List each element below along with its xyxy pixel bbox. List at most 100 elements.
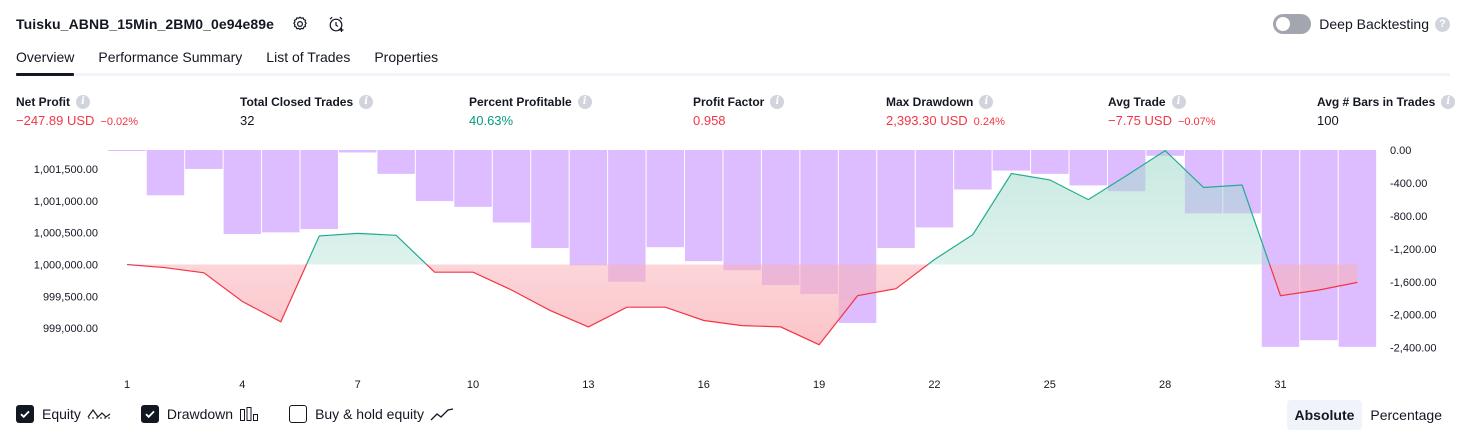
drawdown-bars-icon: [239, 406, 259, 422]
legend-label: Buy & hold equity: [315, 406, 425, 422]
drawdown-bar: [915, 150, 954, 228]
metric-label: Max Drawdown: [886, 94, 974, 109]
deep-backtesting-toggle[interactable]: [1273, 14, 1312, 34]
drawdown-bar: [223, 150, 262, 234]
info-icon[interactable]: i: [1441, 94, 1456, 109]
x-axis-tick-label: 25: [1044, 379, 1056, 391]
left-axis-tick-label: 1,000,000.00: [34, 260, 98, 272]
drawdown-bar: [685, 150, 723, 262]
drawdown-bar: [569, 150, 608, 266]
x-axis-tick-label: 7: [355, 379, 361, 391]
left-axis-tick-label: 1,001,500.00: [34, 164, 98, 176]
drawdown-bar: [146, 150, 185, 196]
metric-label: Profit Factor: [693, 94, 765, 109]
x-axis-tick-label: 4: [239, 379, 245, 391]
metric-label: Avg Trade: [1108, 94, 1166, 109]
metric-net-profit: Net Profit i −247.89 USD −0.02%: [16, 94, 138, 128]
drawdown-bar: [1069, 150, 1107, 186]
buy-hold-line-icon: [430, 406, 454, 422]
left-axis-tick-label: 1,000,500.00: [34, 228, 98, 240]
equity-area-negative: [127, 264, 1358, 345]
metric-percent: 0.24%: [973, 116, 1005, 128]
right-axis-tick-label: -400.00: [1390, 178, 1427, 190]
drawdown-bar: [185, 150, 223, 169]
metric-label: Avg # Bars in Trades: [1317, 94, 1436, 109]
right-axis-tick-label: -800.00: [1390, 211, 1427, 223]
legend-buy-hold[interactable]: Buy & hold equity: [289, 405, 454, 423]
settings-gear-icon[interactable]: [290, 14, 310, 34]
metric-label: Percent Profitable: [469, 94, 572, 109]
chart-legend: Equity Drawdown Buy & hold equity: [16, 402, 484, 426]
metric-label: Total Closed Trades: [240, 94, 354, 109]
tab-properties[interactable]: Properties: [374, 49, 439, 65]
legend-label: Equity: [42, 406, 81, 422]
drawdown-bar: [454, 150, 492, 207]
right-axis-tick-label: -2,000.00: [1390, 310, 1436, 322]
toggle-knob: [1276, 17, 1291, 31]
drawdown-bar: [415, 150, 454, 202]
help-question-icon[interactable]: ?: [1435, 16, 1450, 32]
left-axis-tick-label: 999,500.00: [43, 291, 98, 303]
drawdown-bar: [1261, 150, 1300, 347]
x-axis-tick-label: 22: [928, 379, 940, 391]
drawdown-bar: [1031, 150, 1069, 174]
metric-avg-trade: Avg Trade i −7.75 USD −0.07%: [1108, 94, 1216, 128]
drawdown-bar: [761, 150, 800, 286]
mode-percentage[interactable]: Percentage: [1370, 407, 1442, 423]
x-axis-tick-label: 28: [1159, 379, 1171, 391]
drawdown-bar: [338, 150, 377, 153]
drawdown-bar: [992, 150, 1031, 171]
metric-percent: −0.07%: [1177, 116, 1216, 128]
legend-label: Drawdown: [166, 406, 234, 422]
metric-value: 32: [240, 113, 255, 128]
deep-backtesting-label: Deep Backtesting: [1319, 16, 1429, 32]
mode-absolute[interactable]: Absolute: [1286, 400, 1363, 430]
drawdown-bar: [646, 150, 685, 248]
drawdown-checkbox[interactable]: [140, 405, 159, 423]
legend-drawdown[interactable]: Drawdown: [140, 405, 259, 423]
drawdown-bar: [1300, 150, 1338, 341]
info-icon[interactable]: i: [577, 94, 592, 109]
strategy-header: Tuisku_ABNB_15Min_2BM0_0e94e89e: [16, 12, 346, 36]
info-icon[interactable]: i: [770, 94, 785, 109]
drawdown-bar: [492, 150, 531, 223]
metric-value: −7.75 USD: [1108, 113, 1172, 128]
equity-checkbox[interactable]: [16, 405, 34, 423]
buy-hold-checkbox[interactable]: [289, 405, 308, 423]
metric-total-closed-trades: Total Closed Trades i 32: [240, 94, 374, 128]
equity-drawdown-chart[interactable]: 1,001,500.00 1,001,000.00 1,000,500.00 1,00…: [0, 140, 1466, 398]
tab-overview[interactable]: Overview: [16, 44, 75, 76]
right-axis-tick-label: -2,400.00: [1390, 343, 1436, 355]
metric-label: Net Profit: [16, 94, 70, 109]
x-axis-tick-label: 10: [467, 379, 479, 391]
drawdown-bar: [608, 150, 646, 282]
value-mode-switch: Absolute Percentage: [1286, 400, 1451, 430]
right-axis-tick-label: -1,200.00: [1390, 244, 1436, 256]
metric-max-drawdown: Max Drawdown i 2,393.30 USD 0.24%: [886, 94, 1005, 128]
info-icon[interactable]: i: [1171, 94, 1186, 109]
add-alert-clock-icon[interactable]: [326, 14, 346, 34]
tab-performance-summary[interactable]: Performance Summary: [98, 49, 243, 65]
right-axis-tick-label: 0.00: [1390, 145, 1411, 157]
metric-value: 0.958: [693, 113, 726, 128]
metric-value: 100: [1317, 113, 1339, 128]
metric-value: −247.89 USD: [16, 113, 95, 128]
drawdown-bar: [1338, 150, 1377, 347]
metric-profit-factor: Profit Factor i 0.958: [693, 94, 785, 128]
x-axis-tick-label: 16: [698, 379, 710, 391]
info-icon[interactable]: i: [979, 94, 994, 109]
metric-value: 2,393.30 USD: [886, 113, 968, 128]
tab-list-of-trades[interactable]: List of Trades: [266, 49, 351, 65]
metric-avg-bars: Avg # Bars in Trades i 100: [1317, 94, 1456, 128]
legend-equity[interactable]: Equity: [16, 405, 111, 423]
equity-line-positive: [126, 149, 1271, 265]
equity-line-icon: [87, 406, 111, 422]
info-icon[interactable]: i: [359, 94, 374, 109]
drawdown-bar: [108, 150, 146, 151]
right-axis-tick-label: -1,600.00: [1390, 277, 1436, 289]
left-axis-tick-label: 999,000.00: [43, 323, 98, 335]
equity-area-positive: [127, 150, 1358, 265]
x-axis-tick-label: 13: [582, 379, 594, 391]
info-icon[interactable]: i: [76, 94, 90, 109]
drawdown-bar: [262, 150, 300, 233]
